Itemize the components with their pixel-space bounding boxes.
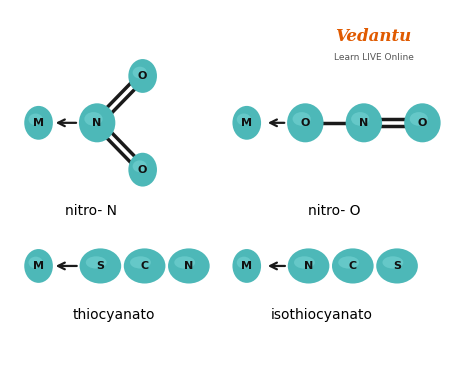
- Ellipse shape: [292, 112, 311, 126]
- Ellipse shape: [24, 106, 53, 140]
- Text: M: M: [33, 118, 44, 128]
- Text: S: S: [393, 261, 401, 271]
- Ellipse shape: [80, 249, 121, 284]
- Ellipse shape: [288, 249, 329, 284]
- Ellipse shape: [86, 256, 107, 269]
- Text: isothiocyanato: isothiocyanato: [271, 308, 373, 322]
- Ellipse shape: [351, 112, 369, 126]
- Ellipse shape: [232, 249, 261, 283]
- Ellipse shape: [376, 249, 418, 284]
- Text: O: O: [138, 165, 147, 175]
- Ellipse shape: [332, 249, 374, 284]
- Ellipse shape: [232, 106, 261, 140]
- Text: O: O: [138, 71, 147, 81]
- Text: Vedantu: Vedantu: [336, 29, 412, 45]
- Text: nitro- O: nitro- O: [309, 203, 361, 218]
- Ellipse shape: [338, 256, 359, 269]
- Ellipse shape: [28, 113, 43, 126]
- Text: N: N: [304, 261, 313, 271]
- Ellipse shape: [237, 257, 251, 269]
- Ellipse shape: [130, 256, 151, 269]
- Ellipse shape: [84, 112, 102, 126]
- Text: nitro- N: nitro- N: [64, 203, 117, 218]
- Ellipse shape: [383, 256, 403, 269]
- Ellipse shape: [174, 256, 195, 269]
- Ellipse shape: [128, 59, 157, 93]
- Text: M: M: [241, 118, 252, 128]
- Ellipse shape: [128, 153, 157, 187]
- Text: Learn LIVE Online: Learn LIVE Online: [334, 53, 414, 61]
- Ellipse shape: [79, 103, 115, 142]
- Text: N: N: [92, 118, 102, 128]
- Text: M: M: [33, 261, 44, 271]
- Ellipse shape: [28, 257, 43, 269]
- Text: C: C: [349, 261, 357, 271]
- Ellipse shape: [237, 113, 251, 126]
- Text: C: C: [141, 261, 149, 271]
- Ellipse shape: [133, 160, 147, 172]
- Ellipse shape: [124, 249, 165, 284]
- Ellipse shape: [404, 103, 441, 142]
- Ellipse shape: [294, 256, 315, 269]
- Ellipse shape: [410, 112, 428, 126]
- Text: N: N: [359, 118, 368, 128]
- Ellipse shape: [168, 249, 210, 284]
- Ellipse shape: [133, 67, 147, 79]
- Text: S: S: [96, 261, 104, 271]
- Ellipse shape: [346, 103, 382, 142]
- Text: O: O: [418, 118, 427, 128]
- Text: N: N: [184, 261, 193, 271]
- Ellipse shape: [287, 103, 324, 142]
- Ellipse shape: [24, 249, 53, 283]
- Text: thiocyanato: thiocyanato: [72, 308, 155, 322]
- Text: M: M: [241, 261, 252, 271]
- Text: O: O: [301, 118, 310, 128]
